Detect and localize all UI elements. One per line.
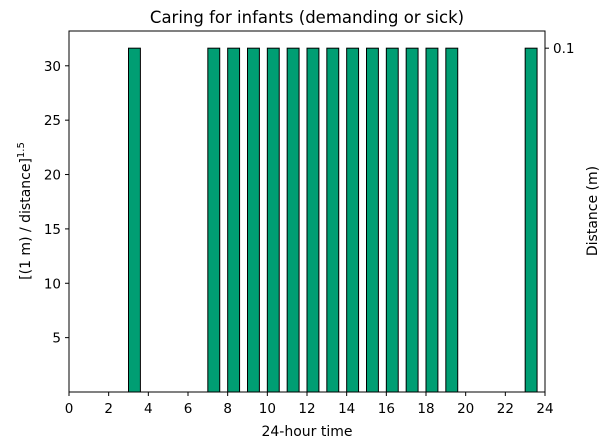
x-tick-label: 4 (144, 401, 153, 417)
x-tick-label: 12 (298, 401, 315, 417)
bar (346, 47, 360, 393)
x-tick-label: 10 (259, 401, 276, 417)
x-tick-label: 16 (378, 401, 395, 417)
x-axis-label: 24-hour time (261, 424, 352, 440)
y-axis-label: [(1 m) / distance]1.5 (16, 142, 34, 280)
bar (247, 47, 260, 393)
bar (128, 47, 141, 393)
bar (445, 47, 459, 393)
bar (524, 47, 538, 393)
y-tick-label: 15 (44, 222, 61, 238)
y2-axis-label: Distance (m) (585, 166, 601, 256)
bar (207, 47, 221, 393)
chart-title: Caring for infants (demanding or sick) (150, 8, 464, 27)
bar (266, 47, 280, 393)
bar (227, 47, 241, 393)
x-tick-label: 24 (536, 401, 553, 417)
x-tick-label: 14 (338, 401, 355, 417)
y-tick-label: 25 (44, 113, 61, 129)
bar (425, 47, 439, 393)
y-tick-label: 30 (44, 59, 61, 75)
y-axis-label-superscript: 1.5 (16, 142, 27, 158)
x-tick-label: 18 (417, 401, 434, 417)
x-tick-label: 0 (65, 401, 74, 417)
y-tick-label: 5 (52, 331, 61, 347)
bar (366, 47, 379, 393)
bar (286, 47, 300, 393)
x-tick-label: 20 (457, 401, 474, 417)
y-tick-label: 20 (44, 168, 61, 184)
y-axis-label-main: [(1 m) / distance] (18, 158, 34, 280)
bar (306, 47, 320, 393)
x-tick-label: 2 (104, 401, 113, 417)
bar (326, 47, 340, 393)
x-tick-label: 22 (497, 401, 514, 417)
y-tick-label: 10 (44, 276, 61, 292)
bar (385, 47, 399, 393)
x-tick-label: 6 (184, 401, 193, 417)
y2-tick-label: 0.1 (553, 41, 574, 57)
x-tick-label: 8 (223, 401, 232, 417)
bar (405, 47, 419, 393)
